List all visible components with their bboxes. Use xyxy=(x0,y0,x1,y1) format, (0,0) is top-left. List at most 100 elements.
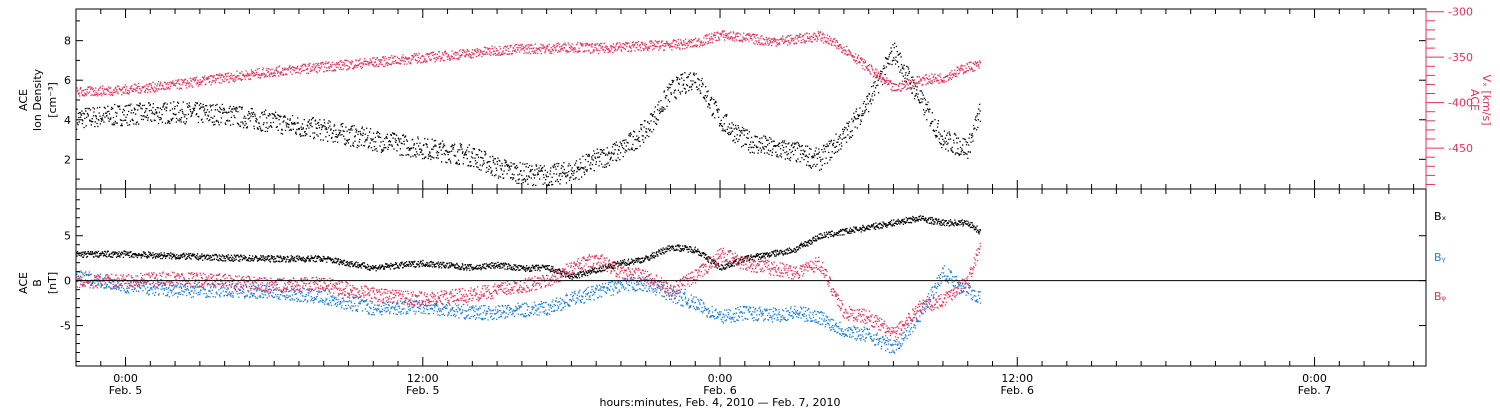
velocity-point xyxy=(430,58,432,61)
density-point xyxy=(499,176,502,178)
density-point xyxy=(873,90,875,93)
velocity-point xyxy=(715,39,718,42)
velocity-point xyxy=(464,56,467,58)
density-point xyxy=(206,109,209,111)
velocity-point xyxy=(881,79,883,81)
velocity-point xyxy=(494,52,496,54)
velocity-point xyxy=(161,88,163,90)
density-point xyxy=(447,159,450,161)
density-point xyxy=(594,152,596,155)
density-point xyxy=(808,165,810,167)
velocity-point xyxy=(825,42,828,44)
velocity-point xyxy=(811,41,813,43)
density-point xyxy=(772,148,774,150)
velocity-point xyxy=(812,37,815,39)
b-component-point-0 xyxy=(431,263,433,265)
density-point xyxy=(561,164,563,167)
density-point xyxy=(176,105,178,107)
velocity-point xyxy=(248,73,250,75)
velocity-point xyxy=(710,36,712,38)
density-point xyxy=(346,139,348,142)
density-point xyxy=(83,113,86,115)
density-point xyxy=(541,167,543,170)
b-component-point-0 xyxy=(158,256,160,258)
velocity-point xyxy=(389,56,392,59)
b-component-point-0 xyxy=(353,265,355,267)
density-point xyxy=(238,124,240,126)
b-component-point-0 xyxy=(325,258,327,260)
density-point xyxy=(604,164,606,166)
velocity-point xyxy=(867,68,869,70)
b-component-point-0 xyxy=(237,260,239,262)
density-point xyxy=(813,153,816,155)
density-point xyxy=(667,99,669,101)
velocity-point xyxy=(851,55,854,57)
velocity-point xyxy=(973,70,975,72)
velocity-point xyxy=(252,74,254,77)
density-point xyxy=(741,146,743,148)
density-point xyxy=(713,103,715,105)
b-component-point-0 xyxy=(411,264,413,266)
velocity-point xyxy=(599,45,601,47)
velocity-point xyxy=(132,88,134,90)
density-point xyxy=(757,152,759,154)
velocity-point xyxy=(477,51,479,53)
density-point xyxy=(490,171,493,173)
density-point xyxy=(540,170,542,172)
velocity-point xyxy=(801,41,803,44)
velocity-point xyxy=(381,59,383,61)
density-point xyxy=(499,160,501,162)
velocity-point xyxy=(894,83,897,85)
velocity-point xyxy=(316,65,318,67)
velocity-point xyxy=(217,77,220,79)
b-component-point-0 xyxy=(92,252,94,254)
b-component-point-0 xyxy=(321,260,324,262)
b-component-point-0 xyxy=(130,251,132,253)
density-point xyxy=(940,143,943,145)
b-component-point-0 xyxy=(300,259,302,261)
density-point xyxy=(129,120,132,122)
velocity-point xyxy=(965,67,967,69)
velocity-point xyxy=(734,36,736,39)
density-point xyxy=(882,68,884,70)
density-point xyxy=(333,124,336,126)
density-point xyxy=(870,103,872,105)
velocity-point xyxy=(893,89,895,92)
velocity-point xyxy=(394,55,396,58)
velocity-point xyxy=(964,65,966,67)
density-point xyxy=(692,80,694,82)
velocity-point xyxy=(177,79,180,81)
density-point xyxy=(345,126,347,128)
velocity-point xyxy=(374,65,376,67)
density-point xyxy=(945,148,947,150)
velocity-point xyxy=(413,55,415,57)
velocity-point xyxy=(640,49,642,52)
density-point xyxy=(120,119,122,121)
density-point xyxy=(886,58,888,60)
velocity-point xyxy=(585,44,588,46)
density-point xyxy=(620,152,622,154)
density-point xyxy=(269,125,272,127)
density-point xyxy=(488,165,490,167)
density-point xyxy=(123,109,125,112)
velocity-point xyxy=(229,78,231,80)
b-component-point-0 xyxy=(412,262,414,264)
density-point xyxy=(528,176,530,178)
density-point xyxy=(339,131,341,134)
density-point xyxy=(583,171,585,173)
velocity-point xyxy=(950,78,953,80)
density-point xyxy=(274,114,276,117)
velocity-point xyxy=(316,71,318,74)
velocity-point xyxy=(949,72,951,74)
density-point xyxy=(578,178,580,180)
velocity-point xyxy=(723,34,725,36)
velocity-point xyxy=(600,42,602,45)
velocity-point xyxy=(76,88,78,90)
velocity-point xyxy=(382,65,385,67)
density-point xyxy=(369,142,371,144)
density-point xyxy=(602,166,604,168)
b-component-point-0 xyxy=(128,252,130,254)
density-point xyxy=(276,126,278,128)
velocity-point xyxy=(150,84,152,87)
density-point xyxy=(752,141,754,143)
